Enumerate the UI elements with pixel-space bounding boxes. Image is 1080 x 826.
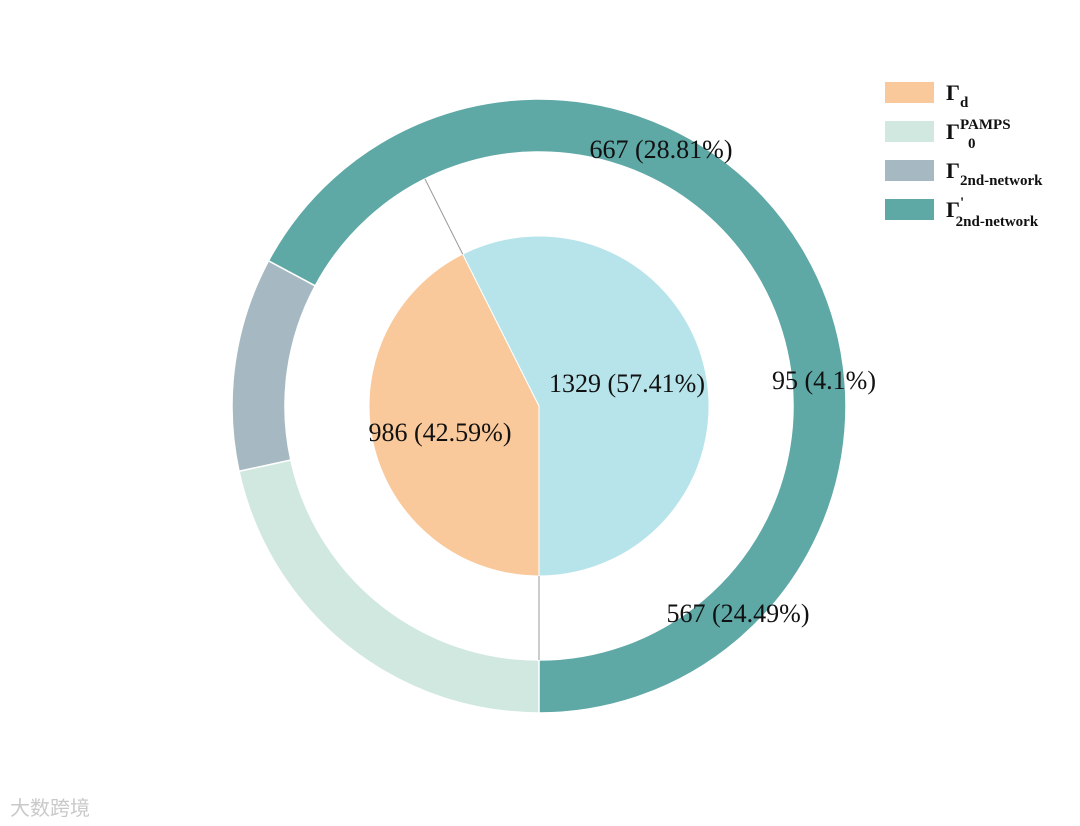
label-inner-total: 1329 (57.41%) <box>549 369 705 398</box>
label-outer-2: 567 (24.49%) <box>667 599 810 628</box>
data-labels: 986 (42.59%) 1329 (57.41%) 667 (28.81%) 95 … <box>369 135 876 628</box>
legend: Γd ΓPAMPS 0 Γ2nd-network Γ' 2nd-network <box>885 80 1043 230</box>
legend-swatch-1 <box>885 121 934 142</box>
outer-slice-2 <box>267 98 847 714</box>
legend-label-0: Γd <box>946 80 969 111</box>
outer-ring <box>231 98 847 714</box>
inner-pie <box>368 235 710 577</box>
legend-swatch-2 <box>885 160 934 181</box>
label-outer-1: 95 (4.1%) <box>772 366 876 395</box>
legend-swatch-0 <box>885 82 934 103</box>
legend-label-3: Γ' 2nd-network <box>946 195 1039 230</box>
legend-label-2: Γ2nd-network <box>946 158 1043 189</box>
inner-slice-d <box>368 253 540 577</box>
watermark: 大数跨境 <box>10 796 90 820</box>
inner-slice-total <box>462 235 710 577</box>
legend-swatch-3 <box>885 199 934 220</box>
label-inner-d: 986 (42.59%) <box>369 418 512 447</box>
outer-slice-1 <box>231 259 317 473</box>
label-outer-0: 667 (28.81%) <box>590 135 733 164</box>
connector-line-top <box>424 178 464 255</box>
legend-label-1: ΓPAMPS 0 <box>946 117 1011 152</box>
